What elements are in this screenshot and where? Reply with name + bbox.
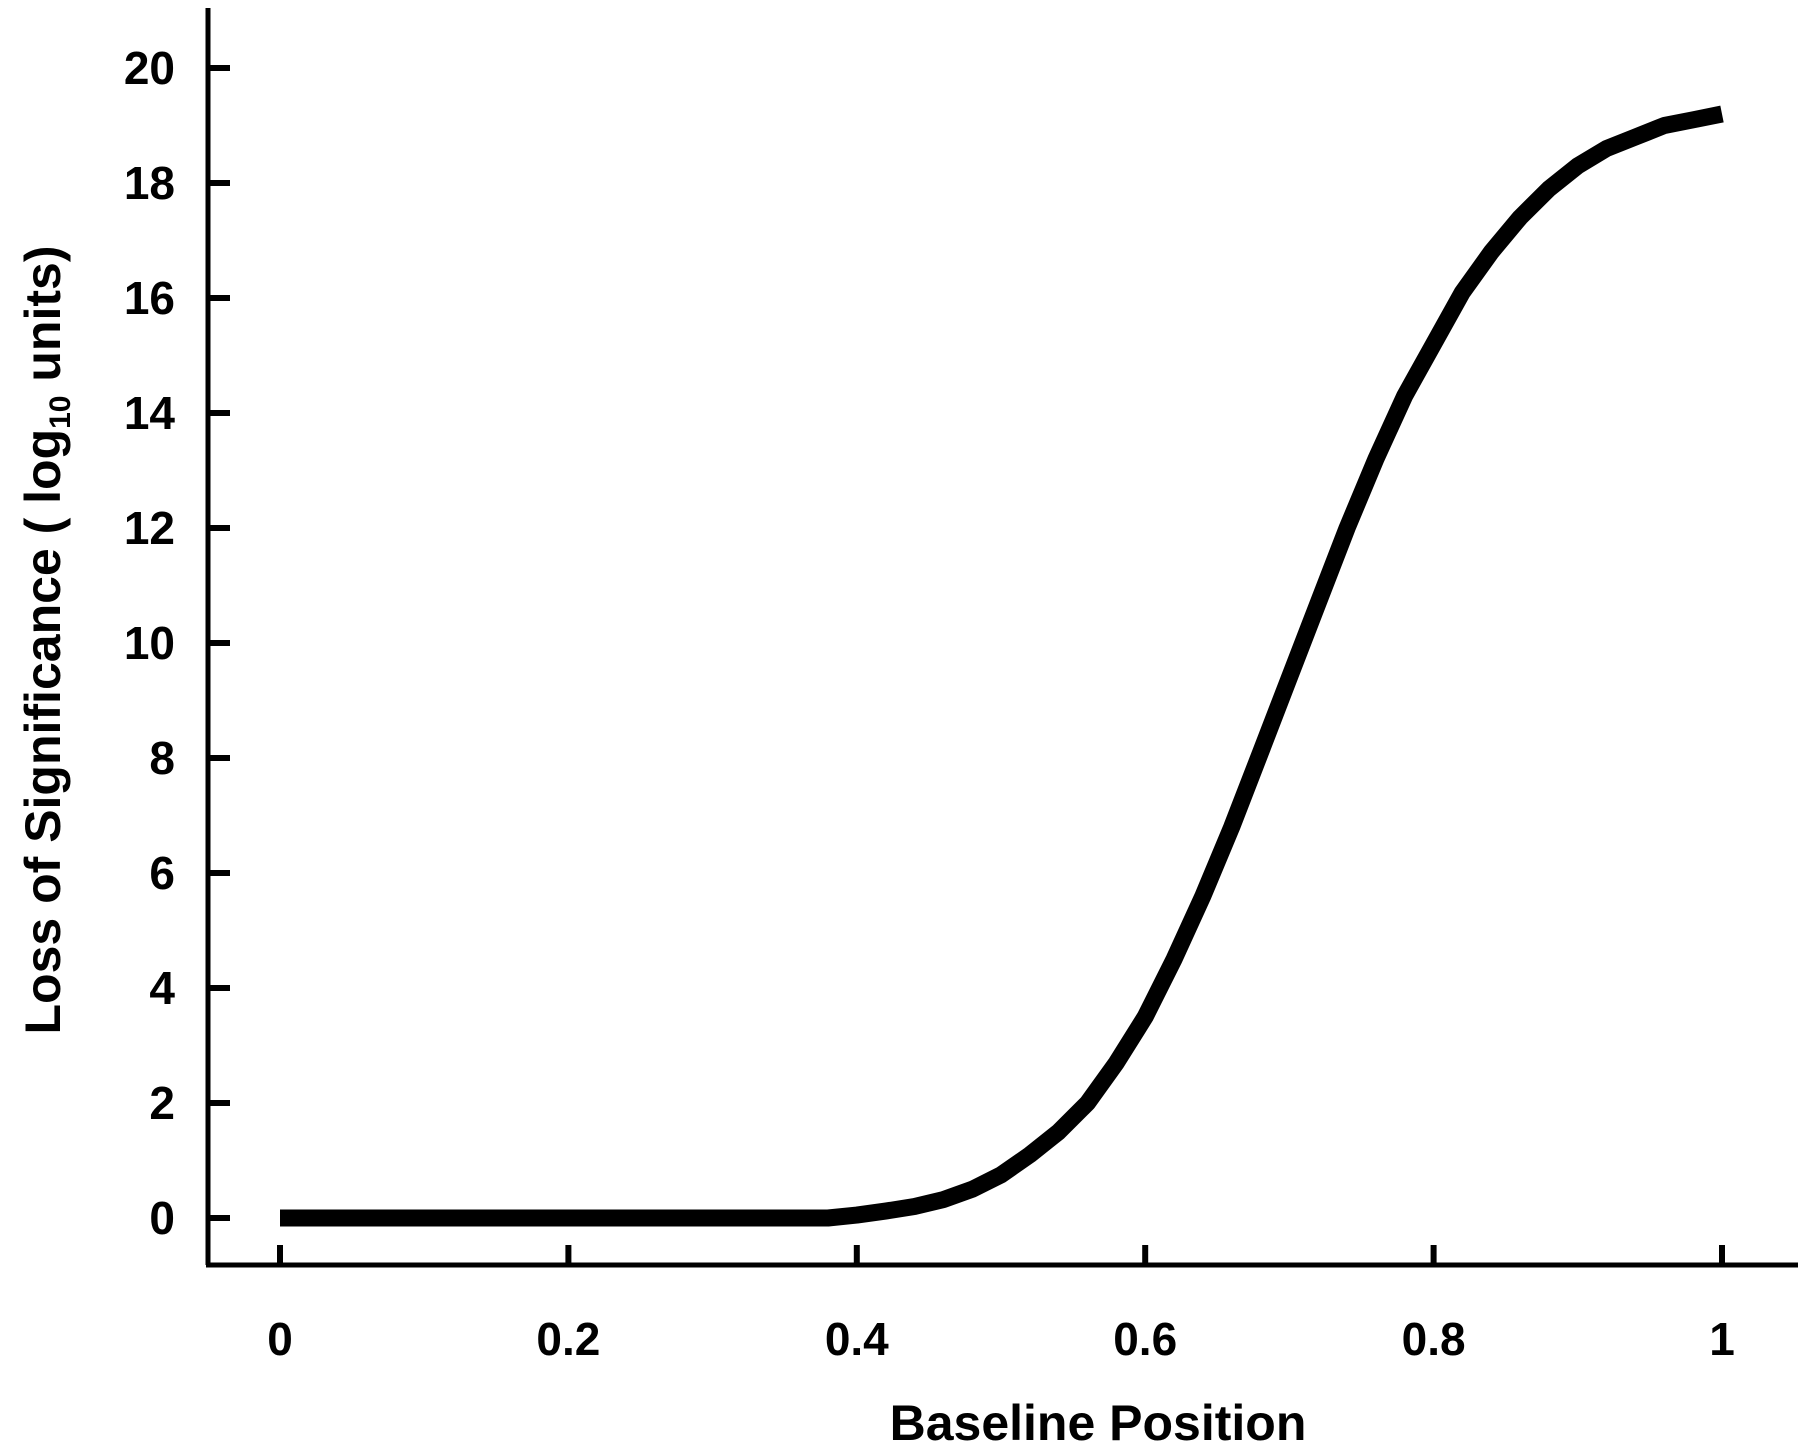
y-tick-label: 6	[149, 847, 175, 899]
x-tick-label: 0.4	[825, 1313, 889, 1365]
x-tick-label: 0.6	[1113, 1313, 1177, 1365]
axes	[205, 8, 1798, 1268]
x-tick-label: 0.8	[1402, 1313, 1466, 1365]
y-tick-label: 18	[124, 157, 175, 209]
plot-area	[280, 105, 1724, 1227]
y-tick-label: 10	[124, 617, 175, 669]
y-axis-title: Loss of Significance ( log10 units)	[15, 246, 77, 1035]
y-tick-label: 12	[124, 502, 175, 554]
y-tick-label: 8	[149, 732, 175, 784]
x-tick-label: 1	[1709, 1313, 1735, 1365]
y-tick-label: 0	[149, 1192, 175, 1244]
x-axis-title: Baseline Position	[890, 1395, 1307, 1445]
y-axis-title-tail: units)	[15, 246, 71, 396]
y-tick-label: 20	[124, 42, 175, 94]
series-line	[280, 105, 1724, 1227]
x-tick-label: 0.2	[536, 1313, 600, 1365]
y-tick-label: 14	[124, 387, 176, 439]
x-tick-label: 0	[267, 1313, 293, 1365]
ticks	[208, 65, 1725, 1265]
y-axis-title-subscript: 10	[44, 395, 77, 428]
y-axis-title-main: Loss of Significance ( log	[15, 429, 71, 1035]
y-tick-label: 16	[124, 272, 175, 324]
y-tick-label: 2	[149, 1077, 175, 1129]
y-tick-label: 4	[149, 962, 175, 1014]
